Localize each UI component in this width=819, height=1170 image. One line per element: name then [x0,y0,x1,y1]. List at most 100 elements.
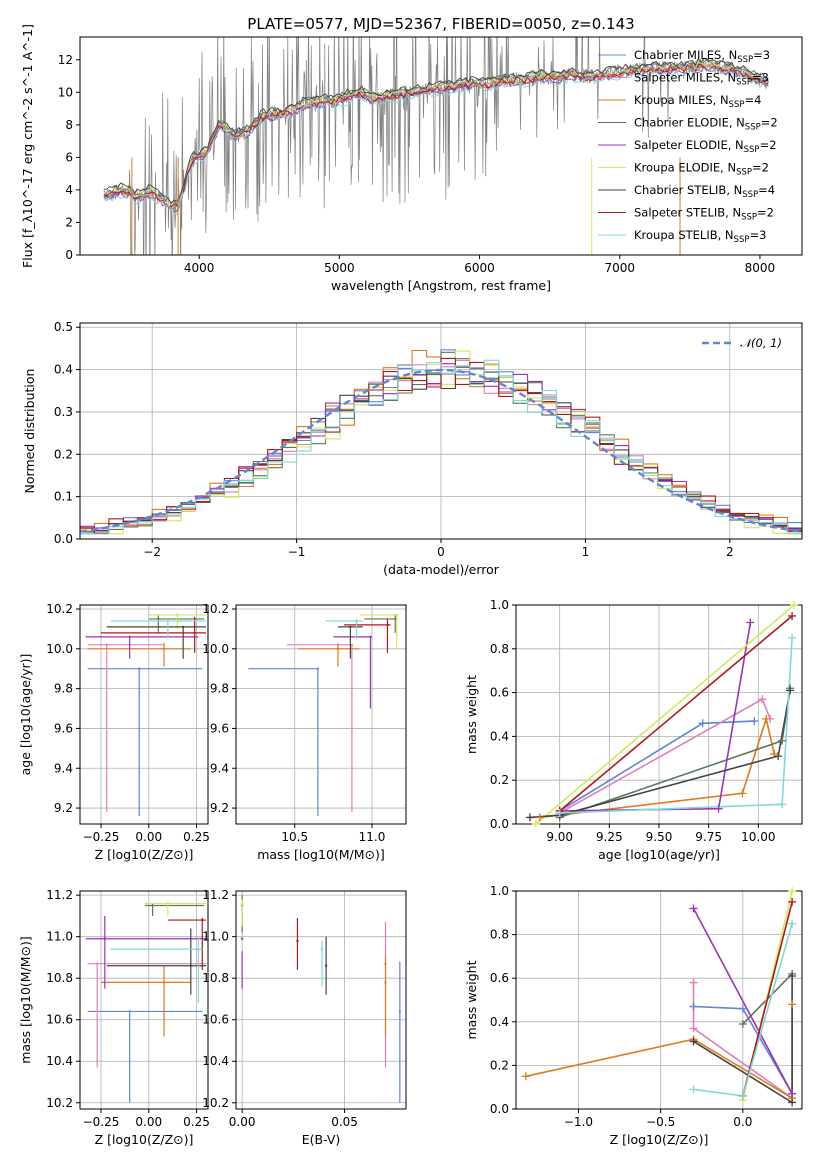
y-tick-label: 9.4 [210,761,229,775]
legend-count: =2 [752,161,769,175]
legend-subscript: SSP [736,78,752,88]
mass-weight-marker-5 [531,820,540,828]
x-tick-label: 0.05 [331,1115,358,1129]
y-tick-label: 9.8 [210,682,229,696]
y-tick-label: 11.0 [202,930,229,944]
y-tick-label: 10 [58,85,73,99]
data-point-6 [189,964,193,967]
y-tick-label: 11.2 [46,888,73,902]
x-axis-label: mass [log10(M/M⊙)] [257,847,385,862]
x-tick-label: 0.00 [229,1115,256,1129]
y-tick-label: 0.1 [54,490,73,504]
plot-area [248,612,398,817]
data-point-7 [201,918,204,922]
legend-count: =2 [760,138,777,152]
mass-weight-marker-5 [788,887,797,895]
y-tick-label: 10.2 [46,602,73,616]
y-axis-label: Normed distribution [22,369,37,494]
y-tick-label: 0 [65,248,73,262]
panel-mass_weight_vs_age: 9.00 9.25 9.50 9.75 10.00 0.0 0.2 0.4 0.6 0.8 1.0 a… [464,598,803,862]
mass-weight-marker-6 [525,813,534,822]
legend-name: Kroupa ELODIE, N [634,161,736,175]
y-tick-label: 0.4 [54,363,73,377]
y-tick-label: 0.5 [54,320,73,334]
figure-title: PLATE=0577, MJD=52367, FIBERID=0050, z=0… [247,15,634,33]
y-tick-label: 10.2 [202,602,229,616]
y-tick-label: 0.6 [490,686,509,700]
y-tick-label: 0.0 [490,817,509,831]
y-tick-label: 10.4 [202,1054,229,1068]
legend-entry-8: Kroupa STELIB, NSSP=3 [634,228,766,245]
legend-count: =2 [757,206,774,220]
y-tick-label: 9.4 [54,761,73,775]
y-tick-label: 0.8 [490,642,509,656]
data-point-1 [95,962,99,965]
histogram-step-8 [80,359,802,535]
y-tick-label: 10.0 [46,642,73,656]
y-tick-label: 8 [65,118,73,132]
x-tick-label: 6000 [464,261,495,275]
legend-entry-2: Kroupa MILES, NSSP=4 [634,93,761,110]
legend-count: =3 [753,48,770,62]
data-point-1 [350,643,354,647]
mass-weight-marker-8 [689,1085,698,1094]
x-axis-label: wavelength [Angstrom, rest frame] [331,278,551,293]
y-tick-label: 11.2 [202,888,229,902]
y-tick-label: 10.4 [46,1054,73,1068]
data-point-5 [166,902,170,905]
x-axis-label: age [log10(age/yr)] [598,847,720,862]
legend-entry-0: Chabrier MILES, NSSP=3 [634,48,770,65]
mass-weight-marker-3 [738,1019,747,1028]
x-tick-label: 2 [726,545,734,559]
y-tick-label: 10.8 [46,971,73,985]
y-tick-label: 9.6 [54,721,73,735]
x-tick-label: 9.25 [596,830,623,844]
y-tick-label: 9.6 [210,721,229,735]
legend-name: Salpeter ELODIE, N [634,138,744,152]
mass-weight-line-5 [535,605,795,824]
panel-mass_vs_EBV: 0.00 0.05 10.2 10.4 10.6 10.8 11.0 11.2 E(B-V) [202,888,407,1147]
y-tick-label: 4 [65,183,73,197]
y-tick-label: 12 [58,53,73,67]
model-spectrum-8 [103,67,769,216]
mass-weight-marker-8 [555,809,564,818]
mass-weight-marker-6 [689,1037,698,1046]
y-tick-label: 10.2 [46,1096,73,1110]
y-tick-label: 9.8 [54,682,73,696]
legend-name: Chabrier ELODIE, N [634,116,745,130]
legend-name: Salpeter STELIB, N [634,206,741,220]
mass-weight-marker-2 [738,789,747,798]
data-point-3 [157,617,160,621]
data-point-4 [103,937,107,940]
mass-weight-marker-0 [750,717,759,726]
data-point-2 [336,647,340,650]
legend-name: Chabrier MILES, N [634,48,737,62]
legend-entry-4: Salpeter ELODIE, NSSP=2 [634,138,777,155]
y-axis-label: mass weight [464,960,479,1039]
x-tick-label: 11.0 [359,830,386,844]
data-point-7 [193,631,196,635]
legend-entry-6: Chabrier STELIB, NSSP=4 [634,183,775,200]
x-tick-label: 9.50 [646,830,673,844]
panel-age_vs_Z: −0.25 0.00 0.25 9.2 9.4 9.6 9.8 10.0 10.2 Z [log1… [18,602,210,862]
data-point-8 [197,947,200,951]
x-tick-label: −1.0 [564,1115,593,1129]
panel-residual_histogram: −2 −1 0 1 2 0.0 0.1 0.2 0.3 0.4 0.5 (data-model)/er… [22,320,803,577]
x-tick-label: 0.0 [733,1115,752,1129]
mass-weight-marker-6 [786,686,795,695]
y-tick-label: 0.2 [490,1058,509,1072]
axes-frame [235,604,407,825]
data-point-0 [316,667,320,670]
x-tick-label: 0.25 [183,830,210,844]
mass-weight-marker-8 [788,919,797,928]
y-axis-label: Flux [f_λ10^-17 erg cm^-2 s^-1 A^-1] [20,24,35,268]
mass-weight-line-7 [742,901,793,1097]
legend-subscript: SSP [744,145,760,155]
x-tick-label: 0.25 [183,1115,210,1129]
x-axis-label: Z [log10(Z/Z⊙)] [610,1132,709,1147]
legend-subscript: SSP [736,168,752,178]
x-axis-label: E(B-V) [302,1132,341,1147]
data-point-6 [349,625,352,629]
axes-frame [79,604,209,825]
